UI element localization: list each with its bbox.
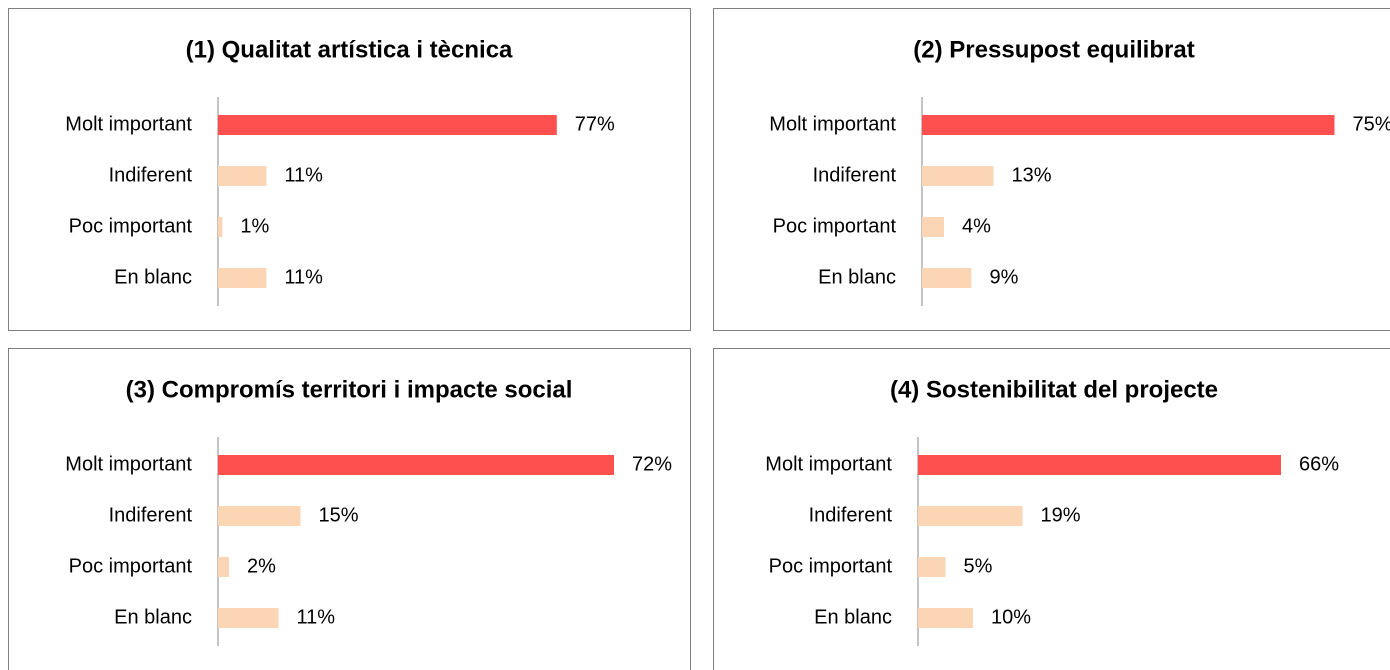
bar	[218, 166, 267, 186]
category-label: Poc important	[69, 215, 193, 237]
value-label: 75%	[1353, 113, 1390, 135]
chart-title: (2) Pressupost equilibrat	[913, 36, 1194, 63]
category-label: Molt important	[65, 453, 192, 475]
value-label: 5%	[964, 555, 993, 577]
category-label: En blanc	[818, 266, 896, 288]
bar	[922, 217, 944, 237]
value-label: 2%	[247, 555, 276, 577]
value-label: 9%	[990, 266, 1019, 288]
bar	[922, 166, 994, 186]
bar	[218, 608, 279, 628]
value-label: 72%	[632, 453, 672, 475]
bar	[918, 608, 973, 628]
category-label: Molt important	[65, 113, 192, 135]
chart-title: (3) Compromís territori i impacte social	[126, 376, 573, 403]
bar	[218, 455, 614, 475]
category-label: En blanc	[114, 266, 192, 288]
value-label: 1%	[240, 215, 269, 237]
bar	[922, 268, 972, 288]
category-label: Molt important	[769, 113, 896, 135]
category-label: Indiferent	[109, 164, 193, 186]
panel	[8, 348, 691, 670]
bar	[218, 557, 229, 577]
bar	[218, 115, 557, 135]
category-label: Indiferent	[109, 504, 193, 526]
bar	[918, 455, 1281, 475]
category-label: En blanc	[814, 606, 892, 628]
category-label: Indiferent	[813, 164, 897, 186]
category-label: Molt important	[765, 453, 892, 475]
category-label: Poc important	[773, 215, 897, 237]
chart-title: (4) Sostenibilitat del projecte	[890, 376, 1218, 403]
bar	[218, 217, 223, 237]
value-label: 10%	[991, 606, 1031, 628]
category-label: En blanc	[114, 606, 192, 628]
bar	[922, 115, 1335, 135]
bar	[218, 268, 267, 288]
value-label: 19%	[1041, 504, 1081, 526]
value-label: 77%	[575, 113, 615, 135]
panel	[713, 8, 1390, 331]
bar	[218, 506, 301, 526]
category-label: Indiferent	[809, 504, 893, 526]
value-label: 13%	[1012, 164, 1052, 186]
bar	[918, 557, 946, 577]
panel	[8, 8, 691, 331]
category-label: Poc important	[769, 555, 893, 577]
value-label: 66%	[1299, 453, 1339, 475]
bar	[918, 506, 1023, 526]
panel	[713, 348, 1390, 670]
chart-title: (1) Qualitat artística i tècnica	[186, 36, 513, 63]
value-label: 4%	[962, 215, 991, 237]
category-label: Poc important	[69, 555, 193, 577]
value-label: 11%	[297, 606, 336, 628]
value-label: 11%	[284, 266, 323, 288]
value-label: 15%	[319, 504, 359, 526]
value-label: 11%	[284, 164, 323, 186]
